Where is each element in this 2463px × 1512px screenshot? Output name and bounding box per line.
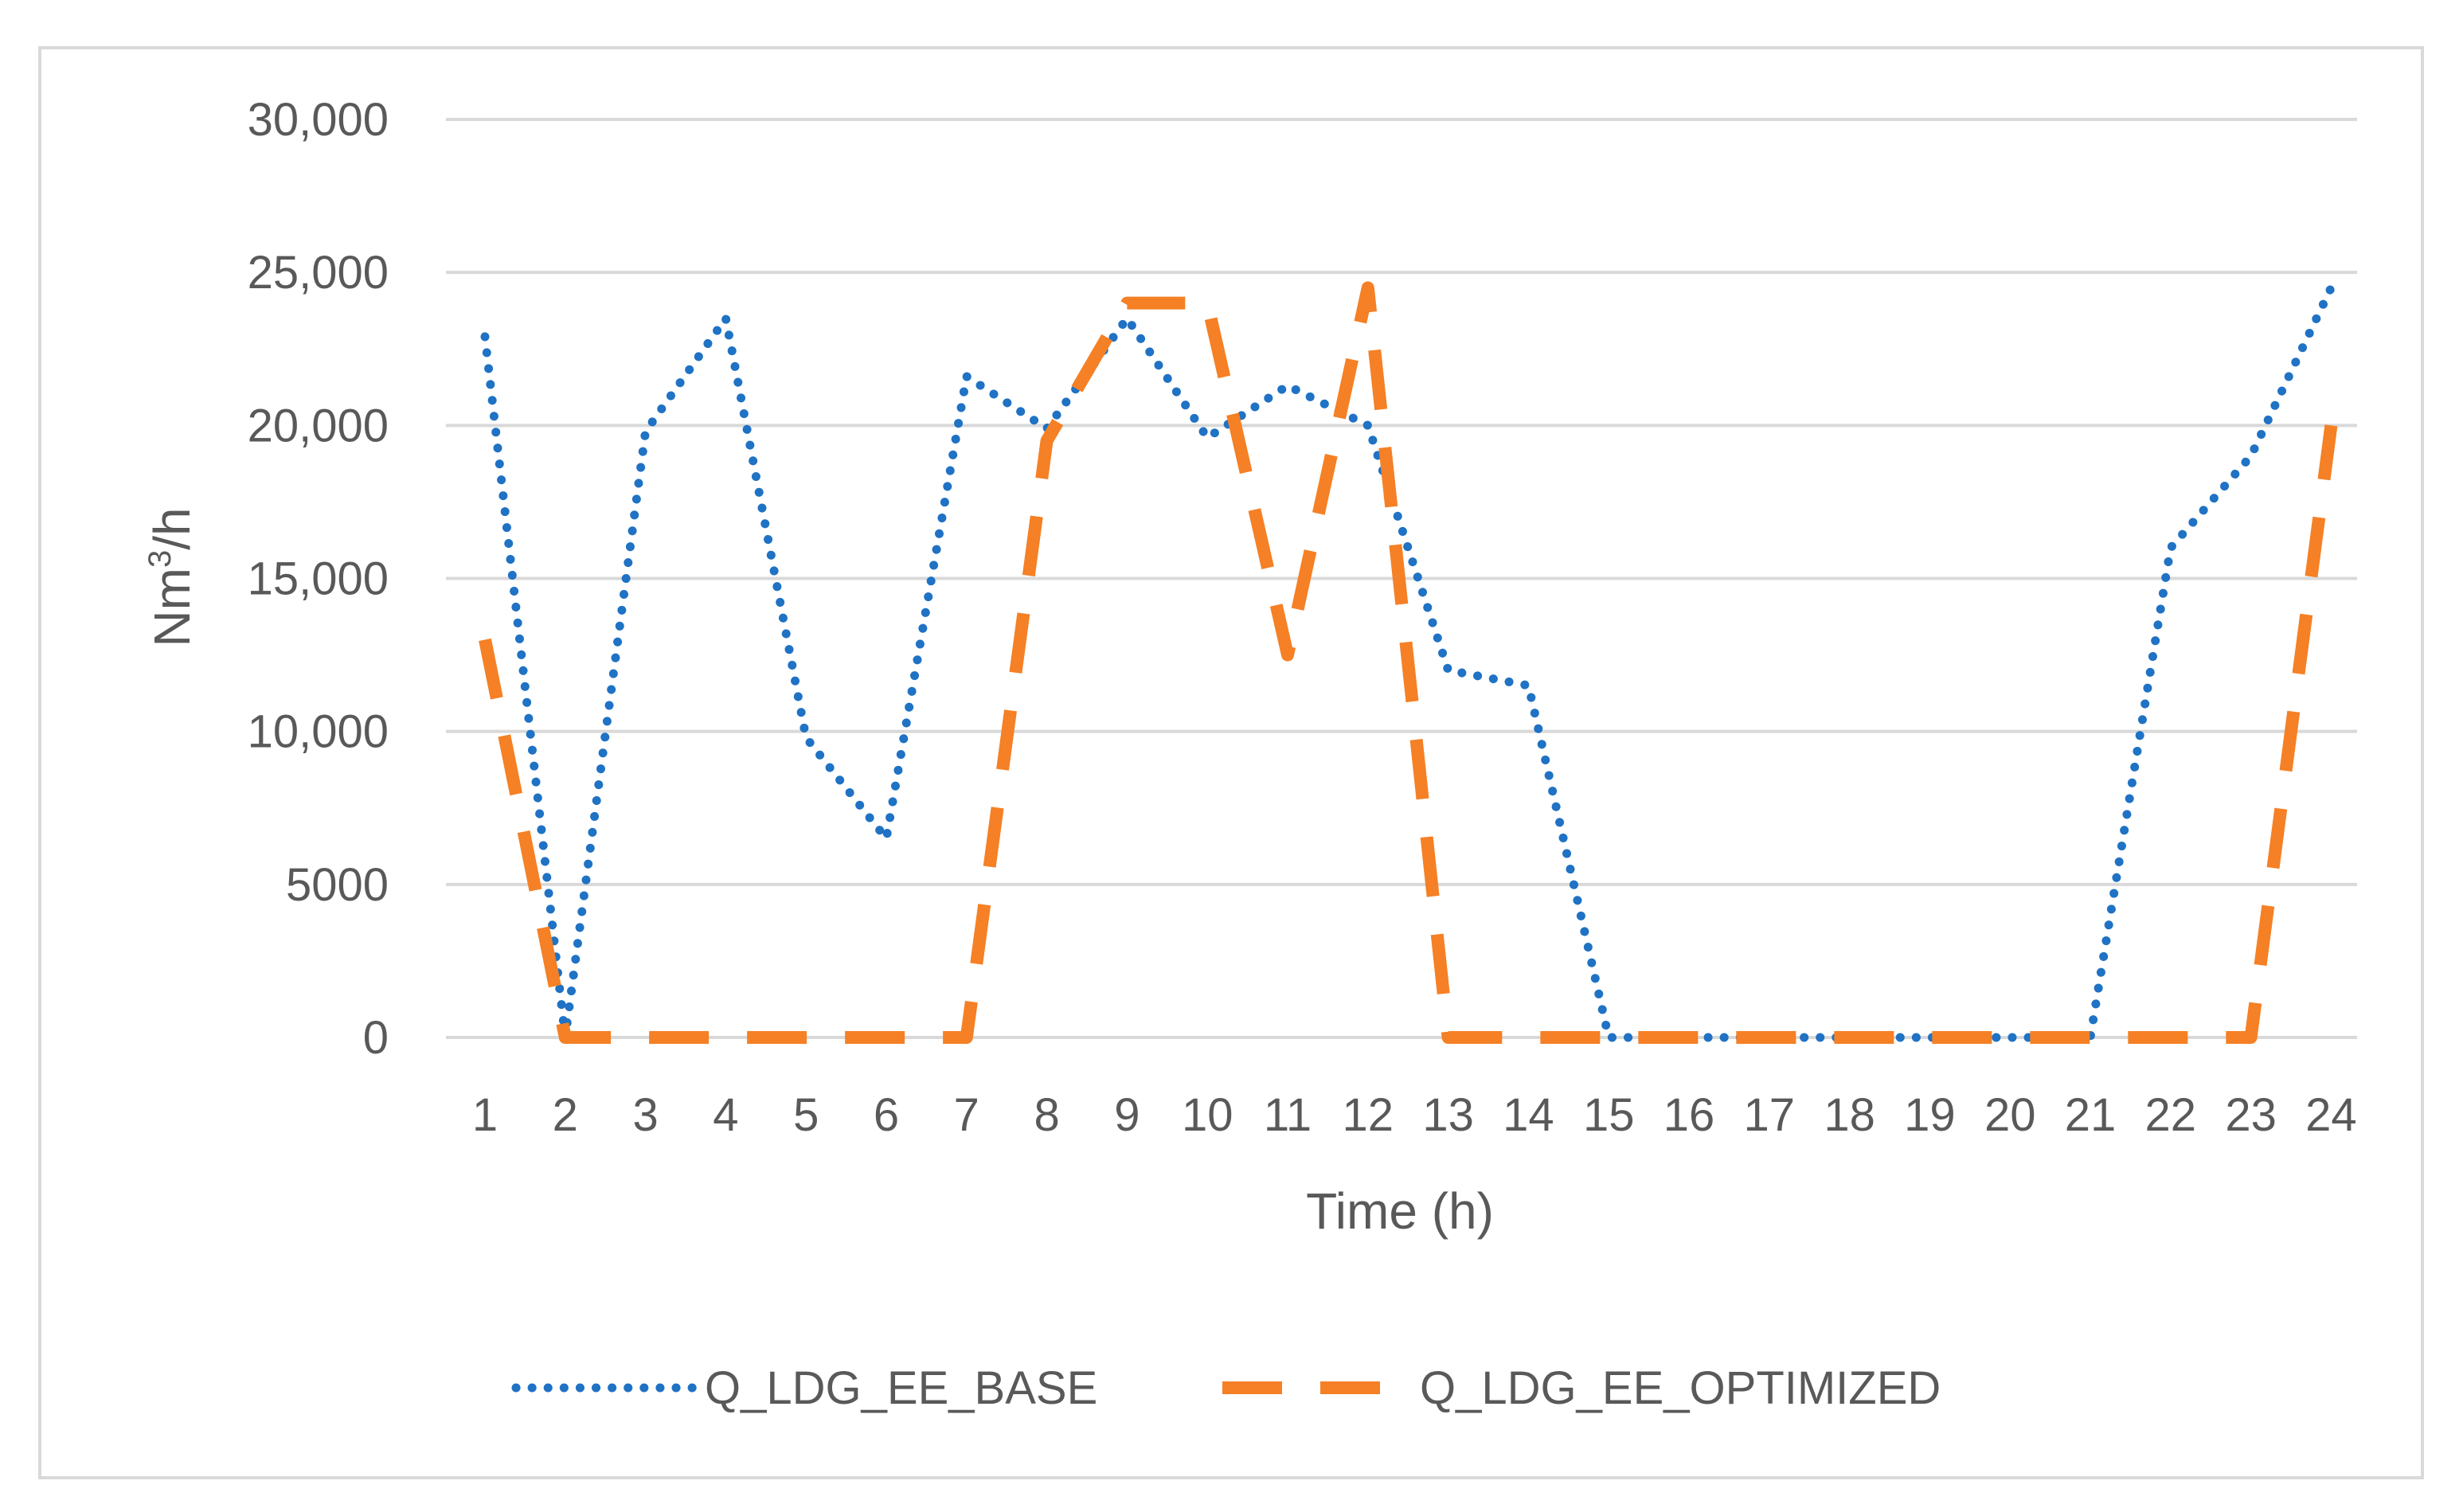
y-tick-label: 5000 [286,859,389,911]
x-tick-label: 14 [1503,1089,1554,1141]
x-tick-label: 17 [1744,1089,1796,1141]
y-axis-title-tail: /h [143,507,201,549]
x-tick-label: 20 [1984,1089,2036,1141]
legend-label-optimized: Q_LDG_EE_OPTIMIZED [1420,1362,1941,1414]
x-tick-label: 13 [1422,1089,1474,1141]
y-tick-label: 15,000 [248,553,389,605]
series-line-q-ldg-ee-base [480,283,2336,1042]
x-tick-label: 10 [1182,1089,1233,1141]
y-tick-label: 30,000 [248,94,389,146]
x-axis-title: Time (h) [1306,1182,1494,1240]
y-axis-tick-labels: 0 5000 10,000 15,000 20,000 25,000 30,000 [248,94,389,1064]
x-axis-tick-labels: 1 2 3 4 5 6 7 8 9 10 11 12 13 14 15 16 17 18 19 20 21 22 23 24 [472,1089,2357,1141]
x-tick-label: 23 [2225,1089,2277,1141]
y-axis-title-base: Nm [143,568,201,647]
x-tick-label: 4 [713,1089,738,1141]
y-tick-label: 20,000 [248,400,389,451]
x-tick-label: 2 [553,1089,578,1141]
x-tick-label: 19 [1904,1089,1956,1141]
legend: Q_LDG_EE_BASE Q_LDG_EE_OPTIMIZED [511,1362,1941,1414]
y-axis-title: Nm3/h [143,507,201,647]
series-lines [479,281,2338,1044]
x-tick-label: 16 [1664,1089,1715,1141]
x-tick-label: 3 [632,1089,658,1141]
x-tick-label: 12 [1343,1089,1394,1141]
x-tick-label: 18 [1824,1089,1875,1141]
x-tick-label: 5 [793,1089,819,1141]
x-tick-label: 22 [2145,1089,2197,1141]
y-tick-label: 10,000 [248,706,389,758]
x-tick-label: 9 [1114,1089,1140,1141]
legend-label-base: Q_LDG_EE_BASE [705,1362,1097,1414]
y-axis-title-superscript: 3 [143,550,178,568]
x-tick-label: 21 [2065,1089,2117,1141]
x-tick-label: 8 [1034,1089,1059,1141]
chart-frame [38,46,2424,1479]
y-tick-label: 25,000 [248,247,389,299]
x-tick-label: 24 [2305,1089,2357,1141]
series-line-q-ldg-ee-optimized [479,281,2338,1044]
x-tick-label: 1 [472,1089,498,1141]
x-tick-label: 15 [1583,1089,1635,1141]
y-tick-label: 0 [363,1012,389,1064]
x-tick-label: 6 [874,1089,899,1141]
x-tick-label: 7 [954,1089,979,1141]
x-tick-label: 11 [1264,1089,1312,1141]
